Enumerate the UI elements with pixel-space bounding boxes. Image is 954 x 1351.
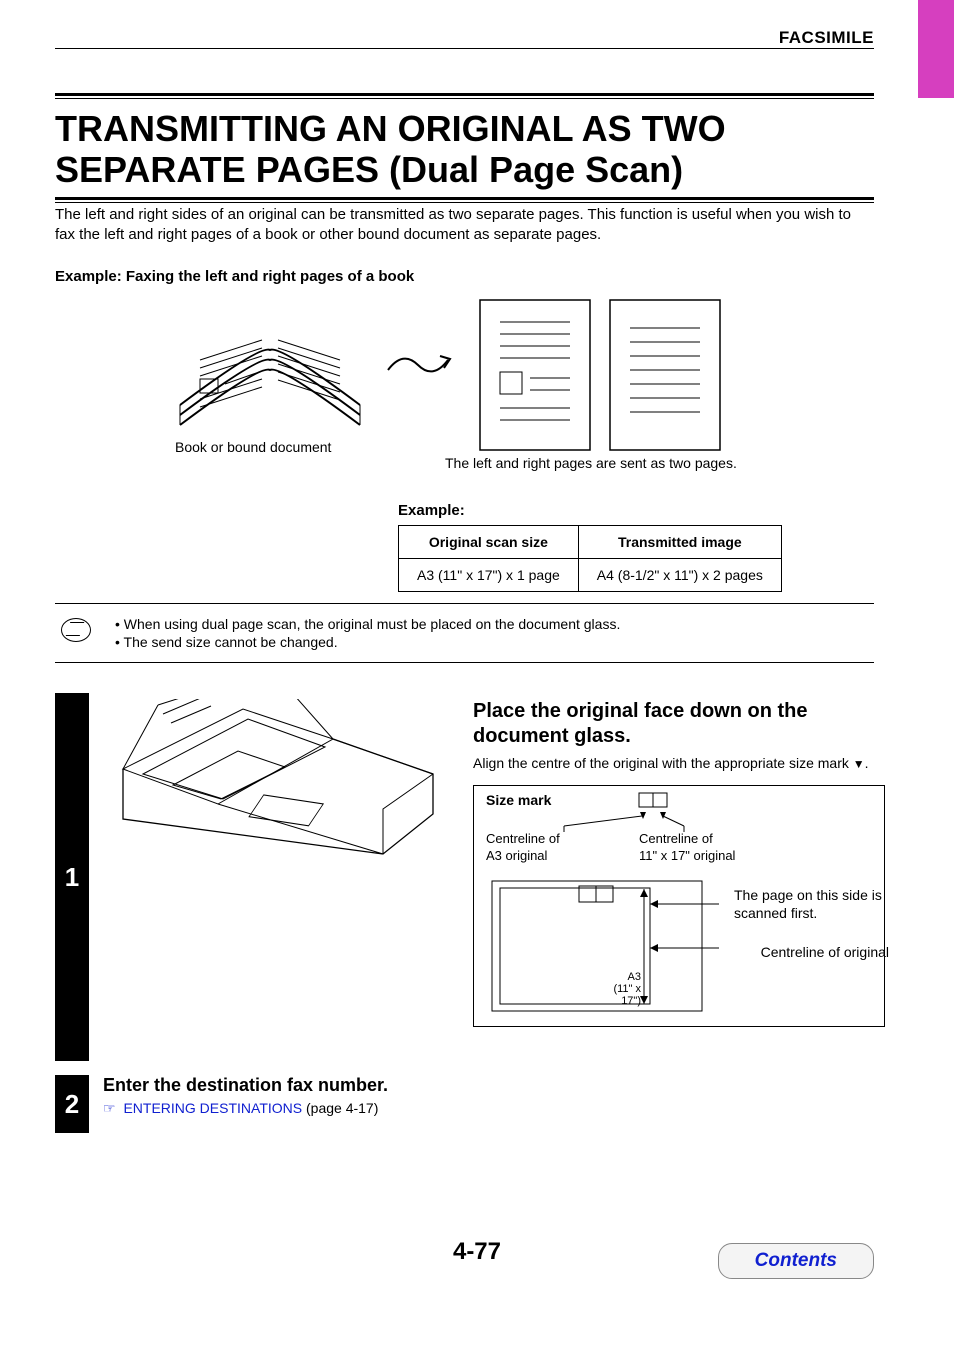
first-scan-note: The page on this side is scanned first. [734, 886, 889, 922]
example-heading: Example: Faxing the left and right pages… [55, 268, 414, 285]
step2-link-row: ☞ ENTERING DESTINATIONS (page 4-17) [103, 1100, 874, 1117]
note-item: The send size cannot be changed. [115, 634, 874, 650]
step-number-2: 2 [55, 1075, 89, 1133]
page-title: TRANSMITTING AN ORIGINAL AS TWO SEPARATE… [55, 108, 874, 191]
notes-box: When using dual page scan, the original … [55, 603, 874, 663]
a3-size-label: A3 (11" x 17") [596, 971, 641, 1007]
centreline-a3-label: Centreline of A3 original [486, 831, 560, 865]
step-2: 2 Enter the destination fax number. ☞ EN… [55, 1075, 874, 1133]
step1-title: Place the original face down on the docu… [473, 699, 874, 749]
pages-caption: The left and right pages are sent as two… [445, 455, 737, 471]
title-top-rule [55, 93, 874, 99]
title-bottom-rule [55, 197, 874, 203]
table-head-1: Transmitted image [578, 526, 781, 559]
step1-subtext: Align the centre of the original with th… [473, 755, 874, 771]
step2-title: Enter the destination fax number. [103, 1075, 874, 1096]
centreline-1117-label: Centreline of 11" x 17" original [639, 831, 735, 865]
centreline-original-label: Centreline of original [761, 944, 889, 960]
book-caption: Book or bound document [175, 439, 331, 455]
down-triangle-icon: ▼ [853, 757, 865, 771]
note-icon [61, 618, 91, 642]
step-number-1: 1 [55, 693, 89, 1061]
table-cell-1: A4 (8-1/2" x 11") x 2 pages [578, 559, 781, 592]
header-rule [55, 48, 874, 49]
contents-button[interactable]: Contents [718, 1243, 874, 1279]
link-arrow-icon: ☞ [103, 1100, 116, 1116]
section-header: FACSIMILE [779, 28, 874, 48]
table-cell-0: A3 (11" x 17") x 1 page [399, 559, 579, 592]
size-table: Original scan size Transmitted image A3 … [398, 525, 782, 592]
section-tab [918, 0, 954, 98]
entering-destinations-link[interactable]: ENTERING DESTINATIONS [123, 1100, 302, 1116]
example2-label: Example: [398, 502, 465, 519]
note-item: When using dual page scan, the original … [115, 616, 874, 632]
document-glass-figure [103, 699, 448, 859]
step-1: 1 Place t [55, 693, 874, 1061]
size-mark-diagram: Size mark [473, 785, 885, 1027]
table-head-0: Original scan size [399, 526, 579, 559]
intro-text: The left and right sides of an original … [55, 205, 874, 246]
